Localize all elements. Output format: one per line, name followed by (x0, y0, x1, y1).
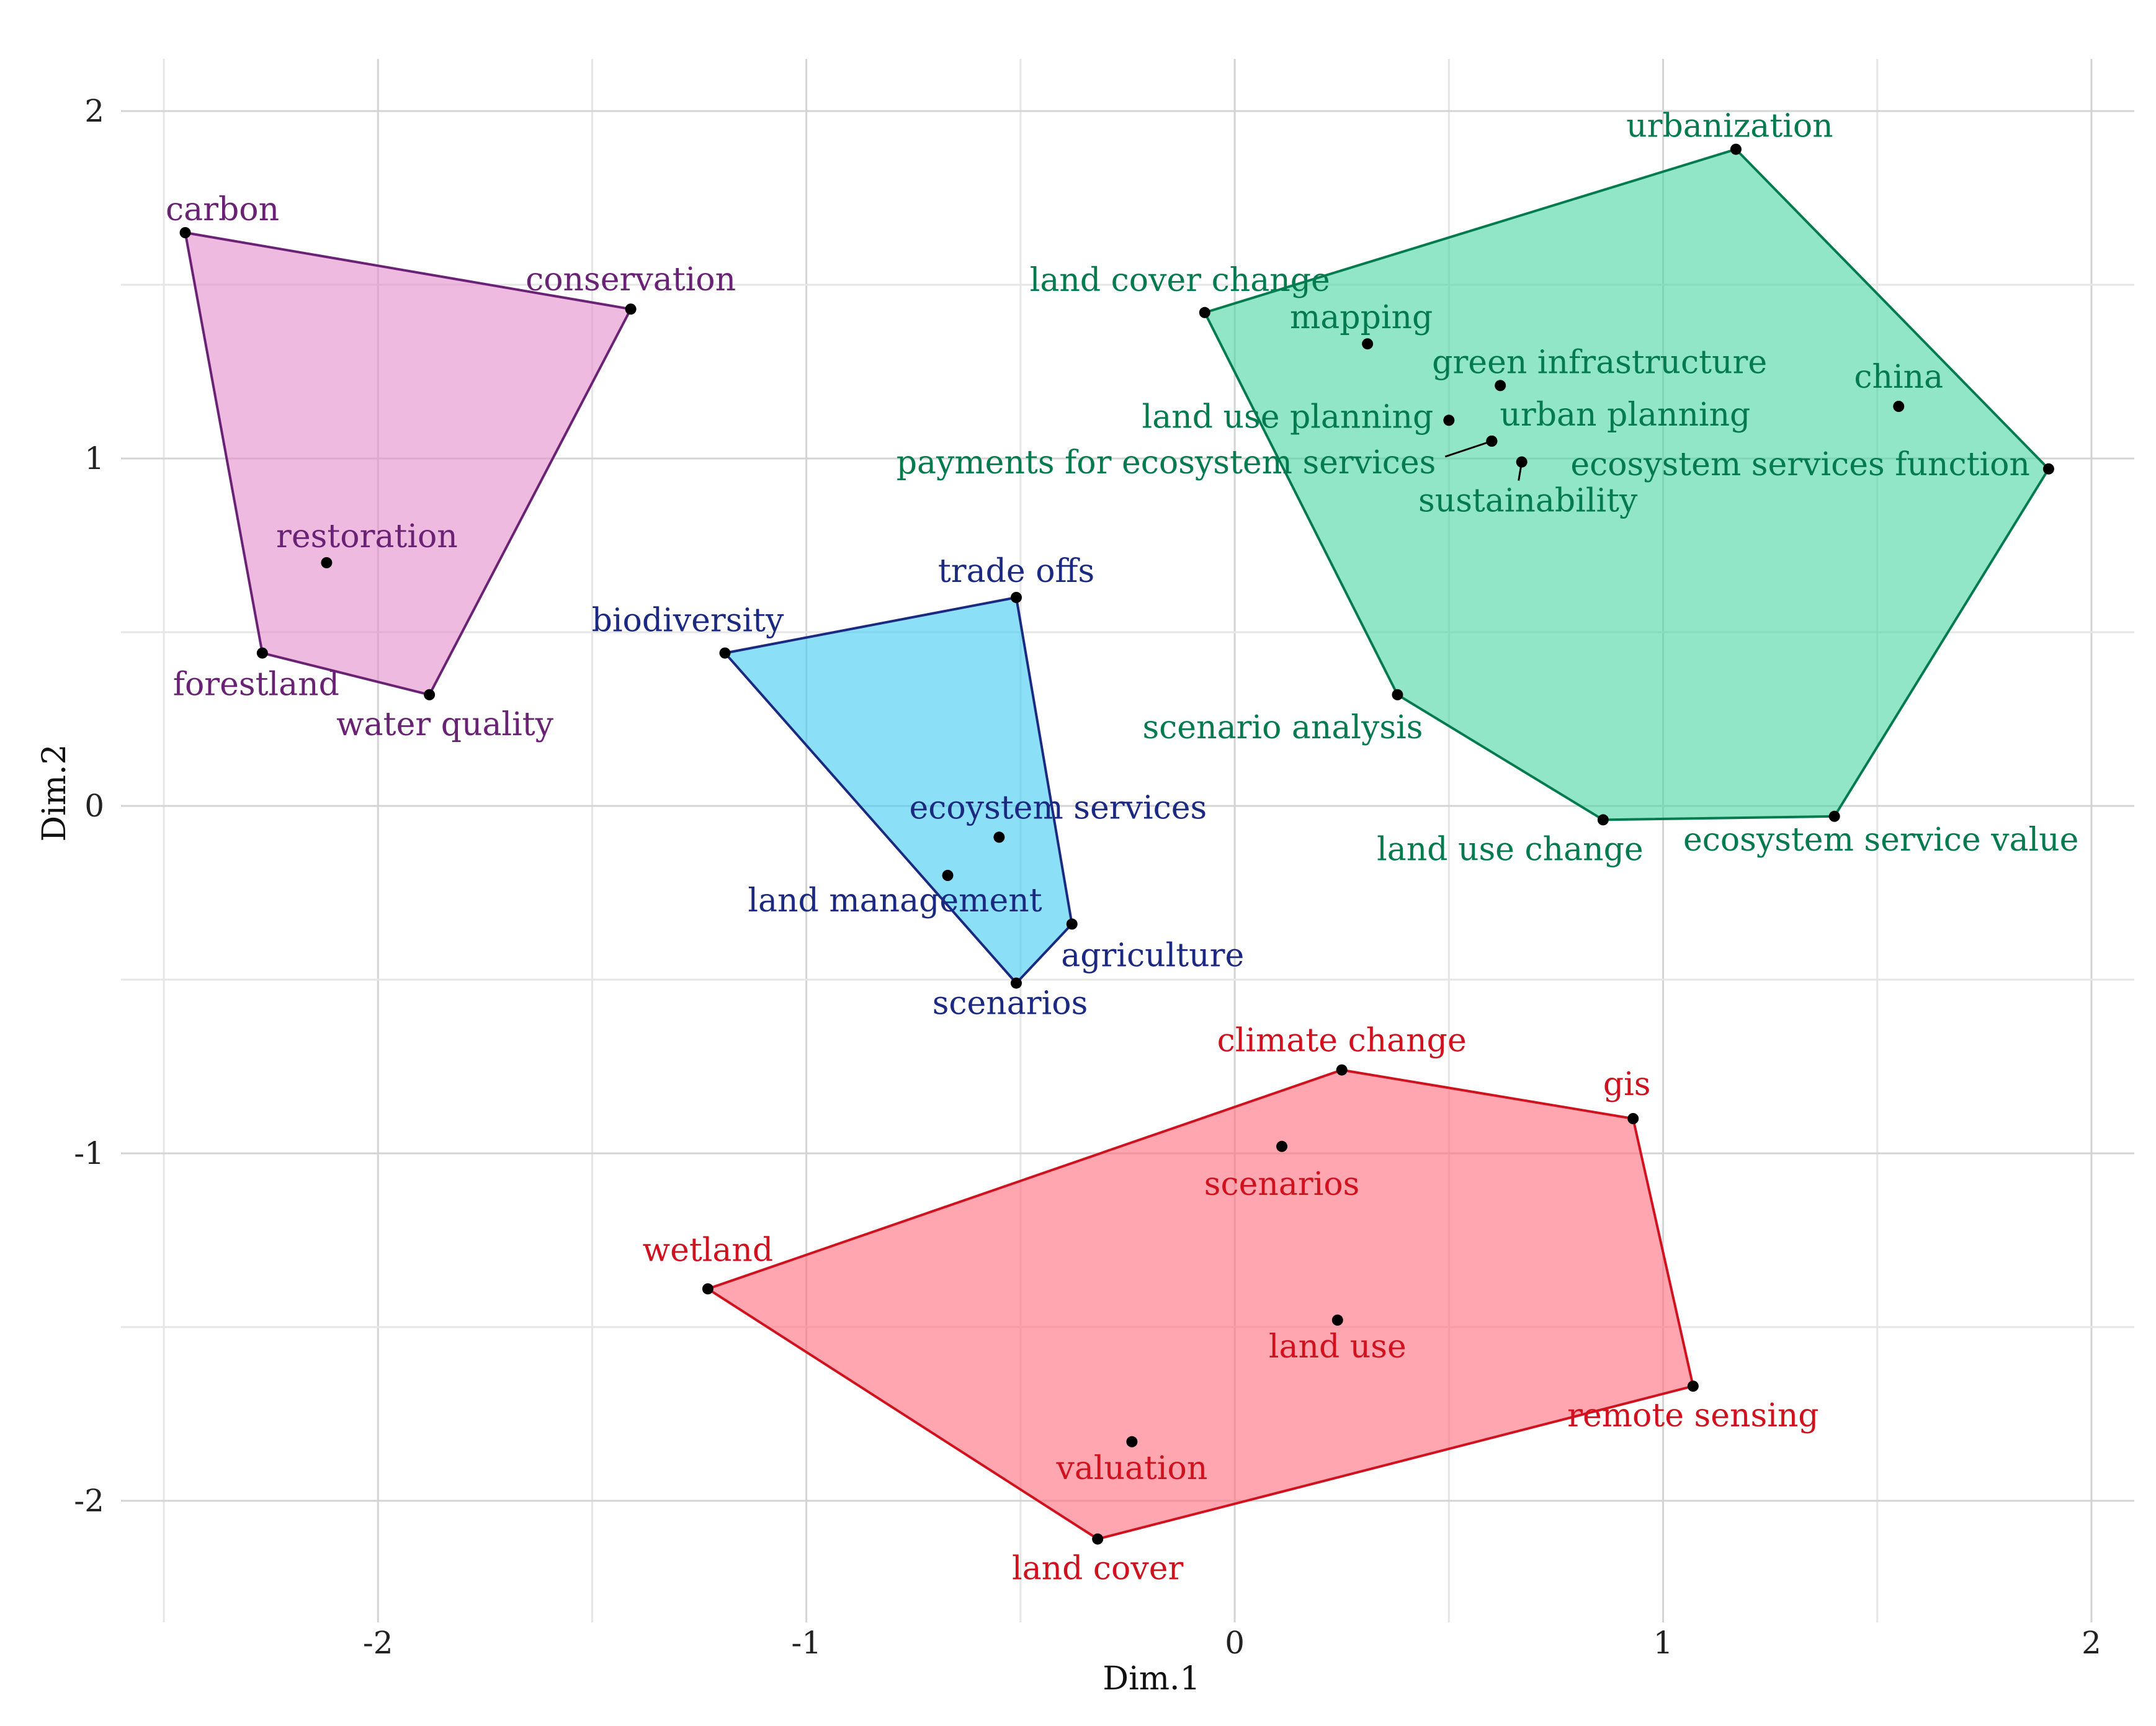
point-ecosystem-service-value (1828, 810, 1840, 822)
label-urban-planning: urban planning (1500, 396, 1750, 434)
point-green-infrastructure (1495, 380, 1506, 391)
x-axis-title: Dim.1 (1103, 1660, 1200, 1697)
point-land-cover-change (1199, 306, 1210, 318)
x-tick-label: 0 (1225, 1625, 1245, 1661)
point-land-cover (1092, 1533, 1104, 1545)
label-scenarios: scenarios (933, 985, 1088, 1022)
label-conservation: conservation (526, 261, 736, 298)
point-land-management (942, 870, 954, 881)
label-biodiversity: biodiversity (592, 602, 784, 640)
point-restoration (321, 557, 333, 568)
label-scenario-analysis: scenario analysis (1143, 709, 1423, 746)
label-forestland: forestland (173, 666, 339, 704)
y-tick-label: -1 (74, 1135, 104, 1171)
point-urbanization (1730, 143, 1742, 155)
point-remote-sensing (1687, 1380, 1699, 1392)
x-tick-label: -2 (363, 1625, 393, 1661)
label-remote-sensing: remote sensing (1567, 1397, 1819, 1434)
point-climate-change (1336, 1064, 1348, 1076)
label-land-cover-change: land cover change (1030, 262, 1330, 299)
label-scenarios: scenarios (1204, 1166, 1360, 1203)
label-climate-change: climate change (1217, 1022, 1467, 1060)
label-restoration: restoration (276, 518, 458, 555)
label-gis: gis (1603, 1066, 1651, 1103)
label-ecosystem-service-value: ecosystem service value (1683, 821, 2078, 859)
x-tick-label: 2 (2082, 1625, 2101, 1661)
point-water-quality (424, 689, 436, 700)
point-conservation (625, 303, 637, 315)
y-tick-label: 2 (84, 93, 104, 129)
y-tick-label: 1 (84, 440, 104, 476)
label-land-management: land management (748, 882, 1042, 919)
label-payments-for-ecosystem-services: payments for ecosystem services (897, 444, 1436, 481)
point-biodiversity (719, 647, 731, 659)
point-scenarios (1276, 1140, 1288, 1152)
point-china (1893, 401, 1905, 412)
label-carbon: carbon (166, 191, 279, 228)
label-land-use-change: land use change (1377, 831, 1644, 868)
axis-ticks: -2 -1 0 1 2 -2 -1 0 1 2 (74, 93, 2101, 1661)
point-trade-offs (1010, 592, 1022, 603)
label-wetland: wetland (643, 1232, 774, 1269)
label-water-quality: water quality (336, 706, 554, 743)
label-urbanization: urbanization (1626, 108, 1833, 145)
label-green-infrastructure: green infrastructure (1432, 344, 1767, 381)
point-land-use-change (1597, 814, 1609, 826)
point-labels: carbonconservationrestorationforestlandw… (166, 108, 2078, 1588)
point-payments-for-ecosystem-services (1486, 436, 1498, 447)
point-carbon (179, 227, 191, 238)
point-forestland (256, 647, 268, 659)
leader-line-payments-for-ecosystem-services (1444, 440, 1492, 458)
point-valuation (1126, 1436, 1138, 1447)
point-mapping (1362, 338, 1374, 350)
label-mapping: mapping (1290, 299, 1433, 336)
point-sustainability (1516, 456, 1528, 468)
label-land-cover: land cover (1012, 1550, 1184, 1588)
cluster-hulls (184, 148, 2051, 1540)
point-ecosystem-services-function (2042, 463, 2054, 475)
y-tick-label: 0 (84, 788, 104, 824)
point-scenarios (1010, 977, 1022, 989)
label-sustainability: sustainability (1418, 483, 1638, 520)
label-agriculture: agriculture (1061, 937, 1244, 974)
point-land-use-planning (1443, 414, 1455, 426)
label-trade-offs: trade offs (938, 553, 1094, 590)
point-land-use (1331, 1314, 1343, 1326)
label-land-use-planning: land use planning (1142, 398, 1434, 436)
x-tick-label: 1 (1653, 1625, 1673, 1661)
label-ecoystem-services: ecoystem services (910, 789, 1207, 826)
hull-cluster-red (705, 1068, 1695, 1540)
hull-cluster-purple (184, 231, 633, 697)
data-points (179, 143, 2054, 1545)
point-scenario-analysis (1392, 689, 1403, 700)
point-gis (1627, 1113, 1639, 1124)
label-china: china (1854, 359, 1943, 396)
label-valuation: valuation (1055, 1450, 1207, 1487)
point-wetland (702, 1283, 713, 1295)
point-ecoystem-services (993, 831, 1005, 843)
x-tick-label: -1 (791, 1625, 821, 1661)
y-axis-title: Dim.2 (36, 744, 73, 841)
label-land-use: land use (1269, 1328, 1407, 1366)
point-agriculture (1066, 918, 1078, 930)
label-ecosystem-services-function: ecosystem services function (1570, 446, 2030, 483)
y-tick-label: -2 (74, 1483, 104, 1519)
